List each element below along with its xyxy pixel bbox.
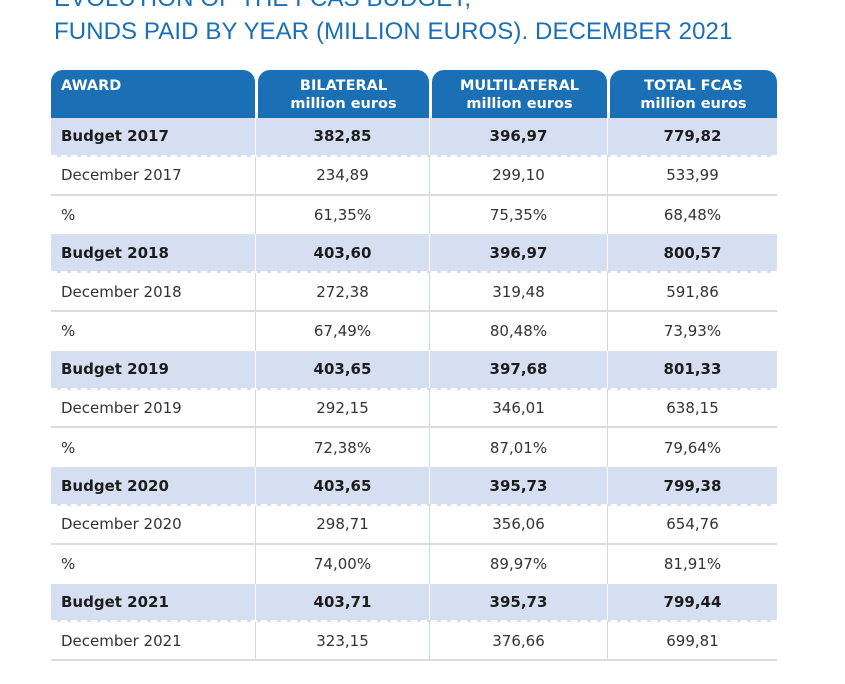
row-bilateral: 403,65: [256, 350, 430, 388]
row-total: 654,76: [666, 515, 719, 534]
row-bilateral: 403,65: [256, 467, 430, 504]
row-label: Budget 2018: [51, 234, 256, 272]
header-bilateral-line1: BILATERAL: [299, 78, 388, 94]
row-total: 79,64%: [663, 438, 722, 457]
row-total: 699,81: [666, 631, 719, 650]
row-total: 799,38: [663, 476, 722, 495]
row-label: Budget 2020: [51, 467, 256, 504]
row-bilateral: 323,15: [256, 622, 430, 660]
row-multilateral: 396,97: [430, 234, 608, 272]
row-bilateral: 61,35%: [256, 195, 430, 235]
row-total: 800,57: [663, 243, 722, 262]
row-label: %: [51, 311, 256, 351]
header-bilateral-line2: million euros: [290, 96, 397, 112]
row-label: December 2018: [51, 273, 256, 310]
row-bilateral: 72,38%: [256, 428, 430, 468]
row-label: December 2017: [51, 156, 256, 194]
table-row: % 74,00% 89,97% 81,91%: [51, 544, 777, 584]
table-row: December 2020 298,71 356,06 654,76: [51, 505, 777, 545]
header-total-line2: million euros: [640, 96, 747, 112]
table-row: Budget 2018 403,60 396,97 800,57: [51, 234, 777, 274]
header-multilateral: MULTILATERAL million euros: [432, 70, 607, 118]
row-multilateral: 395,73: [430, 467, 608, 504]
row-label: %: [51, 428, 256, 468]
header-bilateral: BILATERAL million euros: [258, 70, 429, 118]
row-multilateral: 396,97: [430, 118, 608, 155]
table-row: Budget 2017 382,85 396,97 779,82: [51, 118, 777, 157]
row-bilateral: 403,71: [256, 583, 430, 621]
row-total: 799,44: [663, 592, 722, 611]
row-total: 68,48%: [663, 205, 722, 224]
row-label: Budget 2017: [51, 118, 256, 155]
row-total: 801,33: [663, 360, 722, 379]
row-label: December 2020: [51, 505, 256, 543]
row-multilateral: 80,48%: [430, 311, 608, 351]
row-multilateral: 87,01%: [430, 428, 608, 468]
table-row: Budget 2020 403,65 395,73 799,38: [51, 467, 777, 506]
row-total: 533,99: [666, 166, 719, 185]
row-multilateral: 395,73: [430, 583, 608, 621]
row-label: %: [51, 544, 256, 584]
row-multilateral: 397,68: [430, 350, 608, 388]
table-row: Budget 2021 403,71 395,73 799,44: [51, 583, 777, 623]
table-row: % 72,38% 87,01% 79,64%: [51, 428, 777, 468]
row-multilateral: 299,10: [430, 156, 608, 194]
table-body: Budget 2017 382,85 396,97 779,82 December 20…: [51, 118, 777, 662]
table-row: December 2019 292,15 346,01 638,15: [51, 389, 777, 429]
row-bilateral: 382,85: [256, 118, 430, 155]
header-total-line1: TOTAL FCAS: [644, 78, 743, 94]
row-label: December 2021: [51, 622, 256, 660]
row-total: 81,91%: [663, 555, 722, 574]
row-multilateral: 89,97%: [430, 544, 608, 584]
table-row: December 2021 323,15 376,66 699,81: [51, 622, 777, 662]
title-line-1: EVOLUTION OF THE FCAS BUDGET,: [54, 0, 471, 13]
header-multilateral-line2: million euros: [466, 96, 573, 112]
row-multilateral: 75,35%: [430, 195, 608, 235]
row-multilateral: 346,01: [430, 389, 608, 427]
table-row: Budget 2019 403,65 397,68 801,33: [51, 350, 777, 390]
table-row: December 2018 272,38 319,48 591,86: [51, 273, 777, 312]
row-label: December 2019: [51, 389, 256, 427]
header-award-label: AWARD: [61, 78, 122, 94]
title-line-2: FUNDS PAID BY YEAR (MILLION EUROS). DECE…: [54, 18, 733, 45]
row-total: 73,93%: [663, 322, 722, 341]
table-row: December 2017 234,89 299,10 533,99: [51, 156, 777, 196]
row-bilateral: 292,15: [256, 389, 430, 427]
row-multilateral: 356,06: [430, 505, 608, 543]
table-header: AWARD BILATERAL million euros MULTILATER…: [51, 70, 777, 118]
row-total: 638,15: [666, 398, 719, 417]
row-bilateral: 298,71: [256, 505, 430, 543]
row-bilateral: 403,60: [256, 234, 430, 272]
row-total: 591,86: [666, 282, 719, 301]
table-row: % 67,49% 80,48% 73,93%: [51, 311, 777, 351]
row-label: Budget 2021: [51, 583, 256, 621]
row-total: 779,82: [663, 127, 722, 146]
row-bilateral: 234,89: [256, 156, 430, 194]
row-label: Budget 2019: [51, 350, 256, 388]
header-multilateral-line1: MULTILATERAL: [459, 78, 580, 94]
header-total: TOTAL FCAS million euros: [610, 70, 777, 118]
table-row: % 61,35% 75,35% 68,48%: [51, 195, 777, 235]
row-bilateral: 74,00%: [256, 544, 430, 584]
row-bilateral: 272,38: [256, 273, 430, 310]
row-multilateral: 319,48: [430, 273, 608, 310]
header-award: AWARD: [51, 70, 255, 118]
row-label: %: [51, 195, 256, 235]
row-multilateral: 376,66: [430, 622, 608, 660]
row-bilateral: 67,49%: [256, 311, 430, 351]
